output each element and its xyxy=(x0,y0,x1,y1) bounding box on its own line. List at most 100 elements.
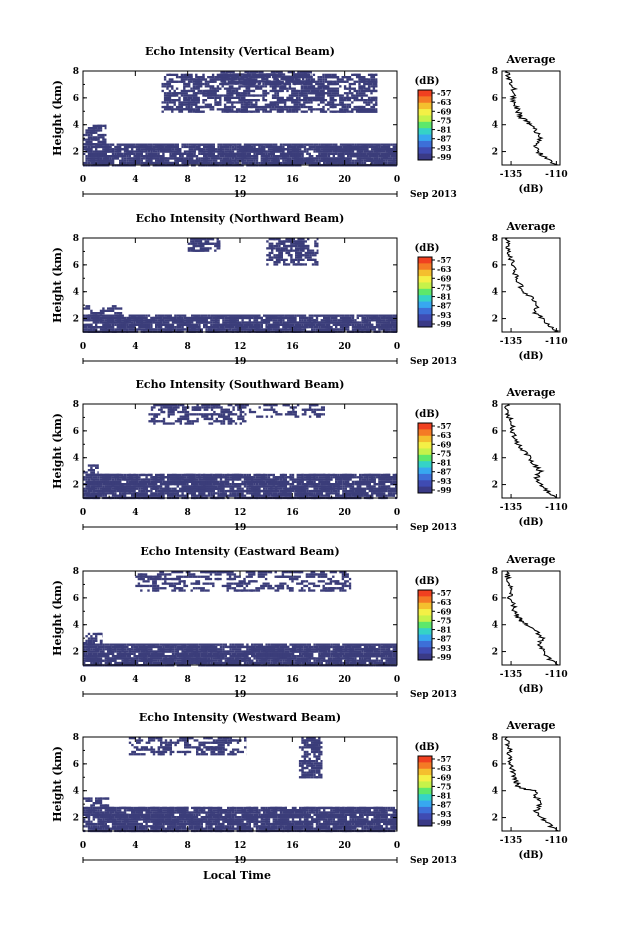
heatmap-cell xyxy=(135,152,143,155)
heatmap-cell xyxy=(135,492,143,495)
heatmap-cell xyxy=(353,87,356,90)
heatmap-cell xyxy=(203,645,206,649)
heatmap-cell xyxy=(155,150,158,153)
heatmap-cell xyxy=(322,99,325,102)
heatmap-cell xyxy=(291,99,299,102)
date-label: 19 xyxy=(234,190,247,200)
heatmap-cell xyxy=(329,89,337,93)
heatmap-cell xyxy=(214,87,217,90)
heatmap-cell xyxy=(222,473,225,477)
x-tick-label: 8 xyxy=(185,342,191,352)
heatmap-cell xyxy=(83,133,86,137)
heatmap-cell xyxy=(232,75,240,78)
heatmap-cell xyxy=(246,159,251,162)
heatmap-cell xyxy=(145,319,151,322)
heatmap-cell xyxy=(359,476,364,479)
heatmap-cell xyxy=(372,89,376,93)
heatmap-cell xyxy=(271,87,277,90)
heatmap-cell xyxy=(99,648,103,651)
heatmap-cell xyxy=(359,159,362,162)
heatmap-cell xyxy=(229,159,232,162)
heatmap-cell xyxy=(231,476,235,479)
heatmap-cell xyxy=(253,159,256,162)
heatmap-cell xyxy=(207,85,210,88)
heatmap-cell xyxy=(184,422,192,425)
heatmap-cell xyxy=(97,138,100,141)
heatmap-cell xyxy=(234,159,237,162)
heatmap-cell xyxy=(353,80,359,83)
heatmap-cell xyxy=(303,326,309,329)
heatmap-cell xyxy=(215,473,223,477)
heatmap-cell xyxy=(318,476,323,479)
heatmap-cell xyxy=(383,150,386,153)
heatmap-cell xyxy=(248,316,251,320)
heatmap-cell xyxy=(210,152,215,155)
heatmap-cell xyxy=(131,316,139,320)
heatmap-cell xyxy=(148,420,154,423)
heatmap-cell xyxy=(230,410,233,414)
heatmap-cell xyxy=(307,78,311,81)
heatmap-cell xyxy=(332,155,335,158)
heatmap-cell xyxy=(262,92,270,95)
heatmap-cell xyxy=(344,487,347,490)
heatmap-cell xyxy=(216,101,222,104)
heatmap-cell xyxy=(298,103,304,106)
heatmap-cell xyxy=(193,494,196,497)
heatmap-cell xyxy=(85,328,88,331)
heatmap-cell xyxy=(155,326,158,329)
colorbar-segment xyxy=(418,301,432,309)
heatmap-cell xyxy=(253,155,256,158)
heatmap-cell xyxy=(183,645,187,649)
date-suffix: Sep 2013 xyxy=(410,523,457,533)
heatmap-cell xyxy=(223,99,232,102)
heatmap-cell xyxy=(324,85,328,88)
heatmap-cell xyxy=(392,476,395,479)
heatmap-cell xyxy=(227,145,230,149)
heatmap-cell xyxy=(313,473,321,477)
heatmap-cell xyxy=(289,159,292,162)
y-tick-label: 2 xyxy=(73,148,79,158)
heatmap-cell xyxy=(246,645,254,649)
heatmap-cell xyxy=(92,464,99,467)
heatmap-cell xyxy=(305,89,311,93)
colorbar-segment xyxy=(418,454,432,462)
heatmap-cell xyxy=(133,319,139,322)
average-x-label: (dB) xyxy=(519,351,544,362)
heatmap-cell xyxy=(222,328,225,331)
heatmap-cell xyxy=(222,319,225,322)
heatmap-cell xyxy=(329,101,332,104)
heatmap-cell xyxy=(301,643,307,646)
heatmap-cell xyxy=(361,323,364,326)
heatmap-cell xyxy=(175,76,179,79)
heatmap-cell xyxy=(175,108,181,111)
heatmap-cell xyxy=(168,78,174,81)
heatmap-cell xyxy=(236,478,242,481)
heatmap-cell xyxy=(219,87,222,90)
heatmap-cell xyxy=(121,307,123,310)
heatmap-cell xyxy=(339,94,342,97)
heatmap-cell xyxy=(361,159,364,162)
heatmap-cell xyxy=(258,80,264,83)
heatmap-cell xyxy=(267,143,271,146)
heatmap-cell xyxy=(198,145,201,149)
heatmap-cell xyxy=(366,478,369,481)
heatmap-cell xyxy=(356,145,359,149)
heatmap-cell xyxy=(330,145,333,149)
heatmap-cell xyxy=(111,150,115,153)
heatmap-cell xyxy=(217,155,220,158)
heatmap-cell xyxy=(178,92,186,95)
heatmap-cell xyxy=(212,483,215,486)
heatmap-cell xyxy=(278,261,281,264)
heatmap-cell xyxy=(378,473,381,477)
heatmap-cell xyxy=(360,96,364,99)
heatmap-cell xyxy=(293,110,296,113)
heatmap-cell xyxy=(138,489,141,493)
heatmap-cell xyxy=(215,155,218,158)
heatmap-cell xyxy=(262,99,268,102)
heatmap-cell xyxy=(308,316,314,320)
heatmap-cell xyxy=(193,478,199,481)
heatmap-cell xyxy=(255,487,259,490)
heatmap-cell xyxy=(339,478,343,481)
